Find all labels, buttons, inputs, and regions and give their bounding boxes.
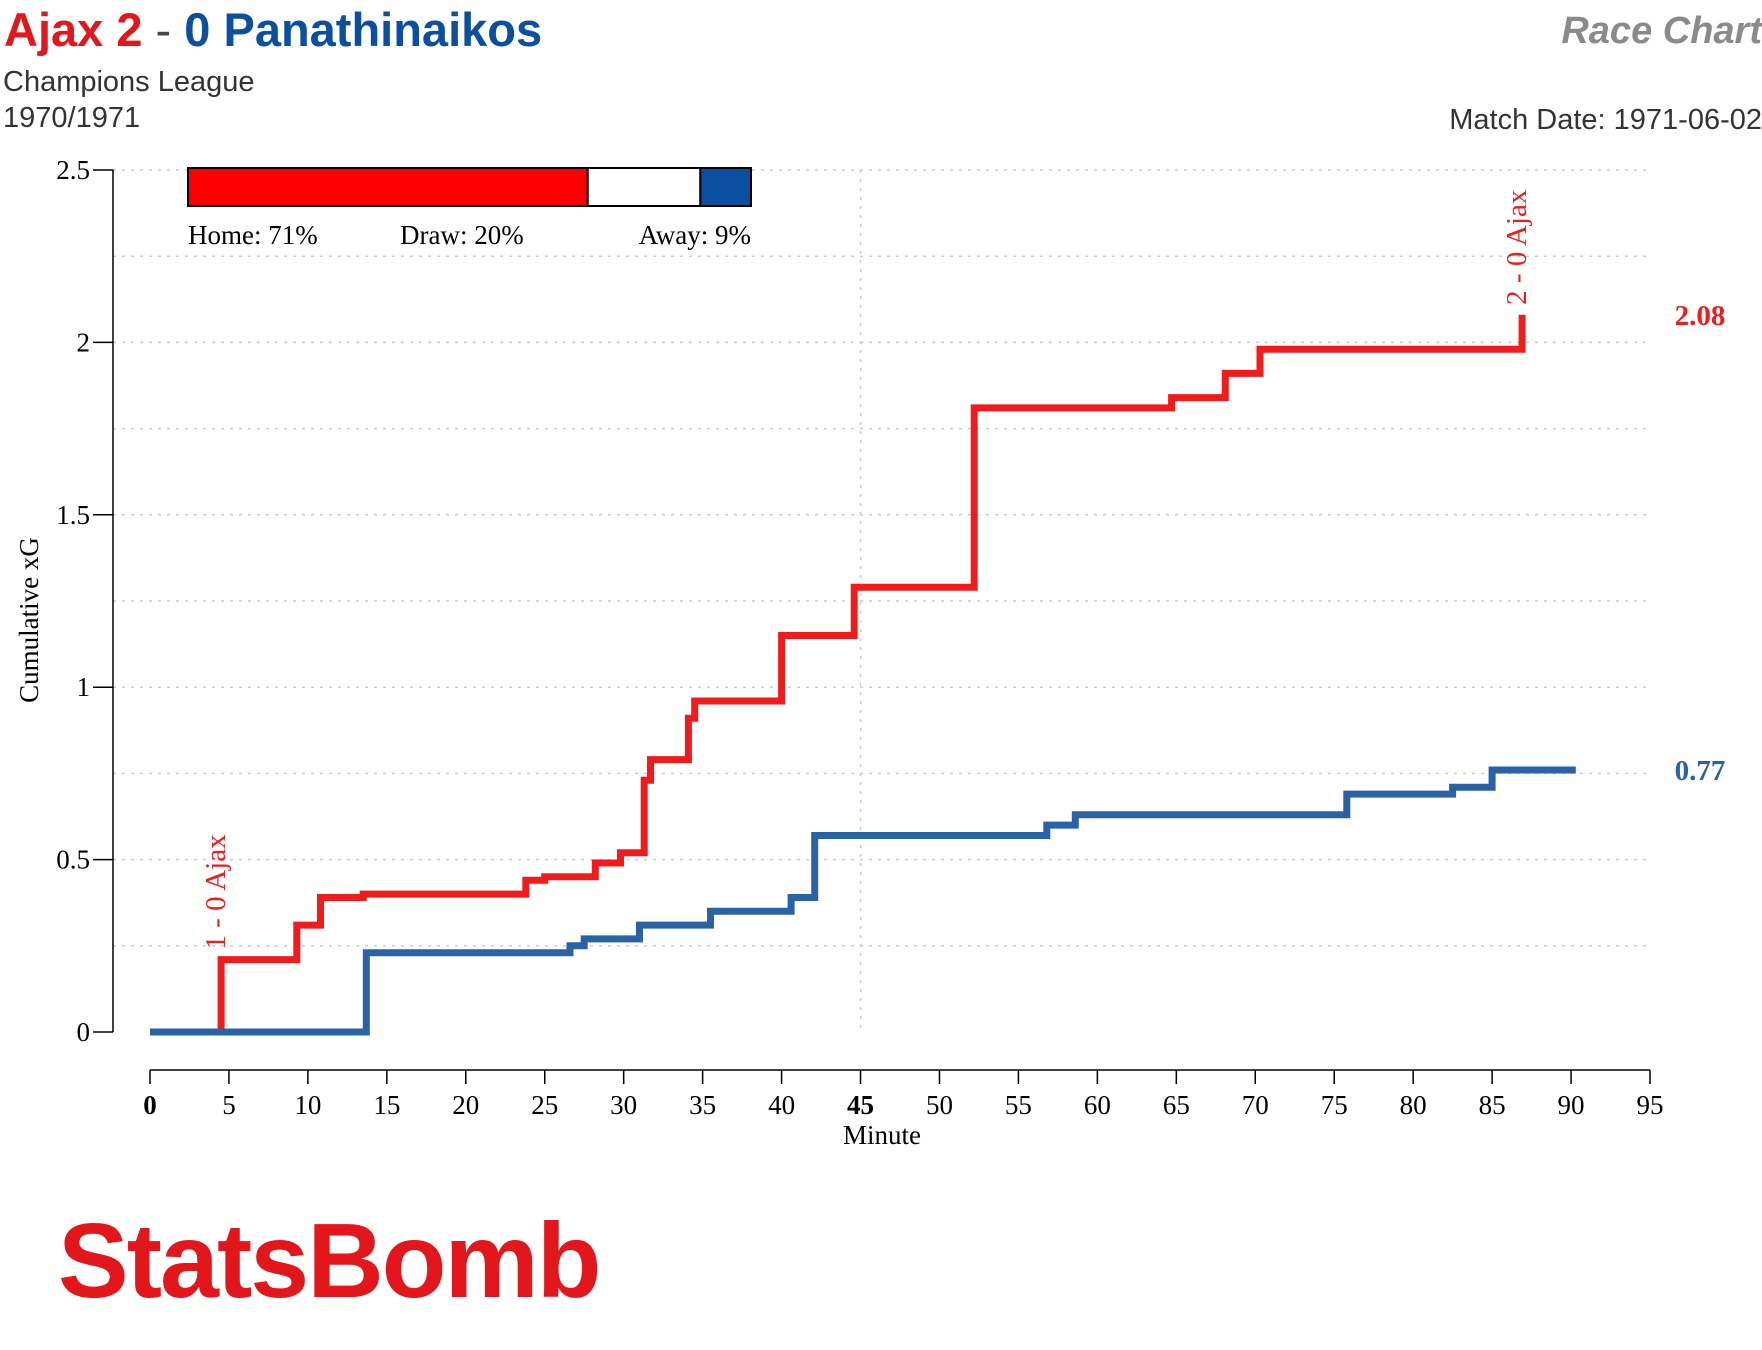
x-tick-label: 85 [1479,1090,1506,1120]
x-tick-label: 15 [373,1090,400,1120]
series-layer [150,314,1576,1036]
x-tick-label: 50 [926,1090,953,1120]
home-score: 2 [116,3,143,56]
label-layer: 2.08 0.77 1 - 0 Ajax 2 - 0 Ajax [200,189,1725,949]
home-probability-segment [187,167,589,207]
draw-probability-segment [586,167,702,207]
x-tick-label: 30 [610,1090,637,1120]
away-probability-label: Away: 9% [639,220,751,250]
draw-probability-label: Draw: 20% [400,220,524,250]
season-label: 1970/1971 [3,102,141,134]
x-tick-label: 5 [222,1090,236,1120]
away-score: 0 [184,3,211,56]
home-final-xg-label: 2.08 [1675,300,1726,332]
x-tick-label: 35 [689,1090,716,1120]
y-axis-label: Cumulative xG [14,537,44,703]
x-tick-label: 60 [1084,1090,1111,1120]
y-tick-label: 1.5 [56,500,90,530]
y-tick-label: 1 [77,672,91,702]
x-tick-label: 75 [1321,1090,1348,1120]
grid-layer [113,169,1652,1032]
x-tick-label: 10 [294,1090,321,1120]
x-tick-label: 45 [847,1090,874,1120]
x-tick-label: 40 [768,1090,795,1120]
win-probability-bar: Home: 71% Draw: 20% Away: 9% [187,167,753,250]
competition-name: Champions League [3,66,255,98]
x-tick-label: 70 [1242,1090,1269,1120]
x-tick-label: 65 [1163,1090,1190,1120]
y-tick-label: 2.5 [56,155,90,185]
away-probability-segment [699,167,753,207]
home-team-name: Ajax [4,3,104,56]
score-separator: - [155,3,172,56]
away-xg-line [150,766,1576,1036]
x-tick-label: 55 [1005,1090,1032,1120]
axis-layer: 0 0.5 1 1.5 2 2.5 0 5 10 15 20 25 30 35 40 45 50 55 60 65 70… [56,155,1663,1120]
x-tick-label: 80 [1400,1090,1427,1120]
goal-annotation: 1 - 0 Ajax [200,834,232,950]
x-tick-label: 90 [1558,1090,1585,1120]
chart-type-label: Race Chart [1561,10,1762,52]
goal-annotation: 2 - 0 Ajax [1501,189,1533,305]
x-tick-label: 20 [452,1090,479,1120]
y-tick-label: 2 [77,327,91,357]
x-axis-label: Minute [843,1120,921,1150]
xg-race-chart: 0 0.5 1 1.5 2 2.5 0 5 10 15 20 25 30 35 40 45 50 55 60 65 70… [14,155,1725,1150]
x-tick-label: 0 [143,1090,157,1120]
home-probability-label: Home: 71% [188,220,318,250]
statsbomb-logo: StatsBomb [58,1202,602,1320]
y-tick-label: 0.5 [56,845,90,875]
x-tick-label: 95 [1637,1090,1664,1120]
away-final-xg-label: 0.77 [1675,755,1726,787]
home-xg-line [150,314,1526,1036]
match-date: Match Date: 1971-06-02 [1449,104,1762,136]
y-tick-label: 0 [77,1017,91,1047]
x-tick-label: 25 [531,1090,558,1120]
match-title: Ajax 2 - 0 Panathinaikos [4,2,542,58]
away-team-name: Panathinaikos [223,3,543,56]
